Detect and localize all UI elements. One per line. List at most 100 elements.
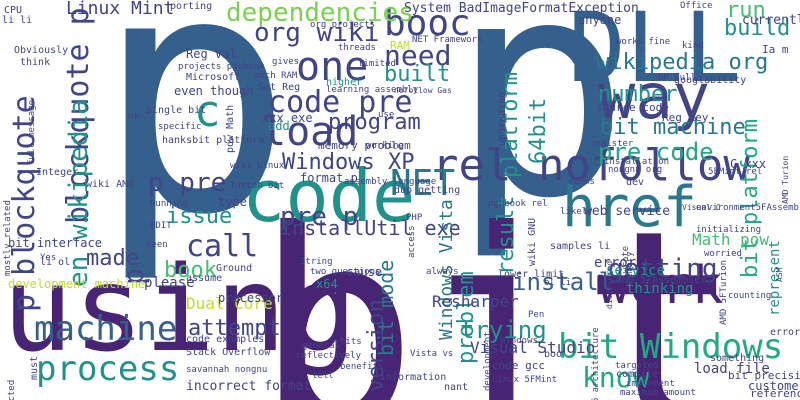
word-148: register [590, 139, 634, 149]
word-25: machine [34, 309, 178, 349]
word-156: wiki Linux [230, 161, 285, 171]
word-28: dependencies [226, 0, 414, 28]
word-143: works fine [616, 37, 671, 47]
word-97: RAM [390, 39, 410, 52]
word-14: code pre [268, 85, 413, 120]
word-24: wikipedia org [596, 50, 769, 75]
word-18: c [194, 86, 221, 137]
word-35: run [726, 0, 766, 23]
word-106: Yes [40, 253, 57, 263]
word-165: message extracted [7, 380, 17, 400]
word-125: something [710, 353, 765, 364]
word-149: environment5FAssembler rel [696, 203, 800, 213]
word-178: seems [568, 177, 596, 187]
word-144: kind [682, 41, 704, 51]
word-76: incorrect format [186, 379, 312, 394]
word-43: pre p [280, 202, 359, 232]
word-65: Math pow [692, 230, 770, 249]
word-69: web service [584, 204, 671, 219]
word-104: Integer [36, 167, 79, 178]
word-3: using [2, 240, 358, 378]
word-6: way [598, 60, 710, 133]
word-36: program [328, 110, 421, 135]
word-67: service [606, 263, 666, 279]
word-102: Obviously [14, 45, 69, 56]
word-142: installation [604, 157, 670, 167]
word-16: one [296, 44, 369, 90]
word-44: issue [166, 204, 233, 229]
word-21: getting [608, 254, 718, 284]
word-58: CPU [4, 5, 23, 16]
word-118: nant [444, 382, 469, 393]
word-172: wiki AMD [86, 179, 135, 190]
word-37: built [384, 62, 451, 87]
word-124: error message [770, 327, 800, 338]
word-153: AMD 5FTurion [719, 259, 729, 325]
word-122: targeted [615, 361, 659, 371]
word-46: book [164, 258, 217, 283]
word-132: GNU 5FAssembler [616, 275, 707, 286]
word-146: googlability [674, 75, 747, 86]
word-48: trying [460, 316, 547, 344]
word-31: Windows XP [282, 150, 415, 175]
word-87: C xxx [730, 157, 767, 171]
word-94: Set Reg [258, 82, 301, 93]
word-167: reflectively [296, 351, 362, 361]
word-98: threads [338, 43, 376, 53]
word-20: call [186, 229, 259, 264]
word-180: 5FMint rel [708, 167, 763, 177]
word-13: process [36, 349, 180, 389]
word-111: Windows [500, 336, 538, 346]
word-129: assume [186, 273, 223, 284]
word-134: samples li [550, 241, 611, 252]
word-152: counting [728, 291, 772, 301]
word-90: ok [128, 111, 141, 122]
word-92: even though [174, 84, 254, 98]
word-107: must [29, 355, 40, 380]
word-119: boo [544, 349, 563, 360]
word-99: org projects [310, 20, 376, 30]
word-1: p [450, 0, 631, 264]
word-7: href [562, 175, 697, 240]
word-170: dev [626, 177, 645, 188]
word-101: li li [2, 15, 33, 26]
word-89: add [268, 119, 290, 133]
word-40: 64bit [526, 97, 551, 164]
word-114: tell [312, 371, 334, 381]
word-34: build [724, 16, 791, 41]
word-74: bit precision [728, 369, 800, 382]
word-4: DLL [568, 0, 742, 104]
word-174: limited [358, 59, 396, 69]
word-139: access [407, 225, 417, 259]
word-184: wrote [621, 245, 631, 273]
word-128: Ground [216, 263, 253, 274]
word-140: likely [560, 207, 593, 217]
word-17: booc [384, 3, 471, 44]
word-86: Ia m [762, 43, 789, 56]
word-96: learning assembly [326, 85, 419, 95]
word-55: System BadImageFormatException [404, 1, 639, 16]
word-32: bit machine [600, 115, 746, 140]
word-83: type [218, 195, 247, 209]
word-84: format p [300, 171, 358, 185]
word-12: work [598, 256, 724, 316]
word-188: AMD Turion [781, 155, 790, 204]
word-151: worried [704, 249, 742, 259]
word-8: rel nofollow [432, 140, 750, 191]
word-22: pre code [598, 138, 714, 166]
word-66: error [594, 255, 637, 271]
word-105: li ol [40, 257, 71, 268]
word-108: code gcc [492, 359, 545, 372]
word-176: use [378, 110, 395, 120]
word-131: savannah nongnu [186, 365, 268, 375]
word-113: benefits [340, 362, 384, 372]
word-60: anyone [578, 13, 622, 27]
word-138: always [426, 267, 459, 277]
word-127: two questions [310, 267, 381, 277]
word-109: Linux 5FMint [492, 375, 558, 385]
word-158: assembly language [344, 177, 437, 187]
word-68: thinking [626, 281, 694, 297]
word-42: InstallUtil exe [280, 216, 461, 240]
